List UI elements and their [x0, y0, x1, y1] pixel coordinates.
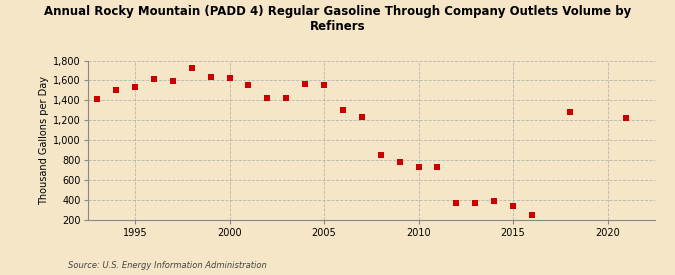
- Point: [564, 110, 575, 115]
- Point: [508, 204, 518, 208]
- Point: [243, 83, 254, 88]
- Point: [186, 66, 197, 71]
- Point: [375, 153, 386, 157]
- Point: [205, 75, 216, 79]
- Point: [451, 201, 462, 205]
- Point: [394, 160, 405, 164]
- Point: [338, 108, 348, 112]
- Point: [92, 97, 103, 101]
- Point: [356, 115, 367, 120]
- Point: [262, 96, 273, 101]
- Point: [130, 85, 140, 89]
- Point: [281, 96, 292, 101]
- Point: [319, 83, 329, 88]
- Point: [489, 199, 500, 203]
- Point: [621, 116, 632, 120]
- Y-axis label: Thousand Gallons per Day: Thousand Gallons per Day: [39, 76, 49, 205]
- Point: [300, 82, 310, 87]
- Point: [148, 77, 159, 82]
- Point: [526, 213, 537, 217]
- Point: [470, 201, 481, 205]
- Text: Annual Rocky Mountain (PADD 4) Regular Gasoline Through Company Outlets Volume b: Annual Rocky Mountain (PADD 4) Regular G…: [44, 6, 631, 34]
- Text: Source: U.S. Energy Information Administration: Source: U.S. Energy Information Administ…: [68, 260, 266, 270]
- Point: [224, 76, 235, 81]
- Point: [111, 88, 122, 93]
- Point: [432, 165, 443, 169]
- Point: [167, 79, 178, 83]
- Point: [413, 165, 424, 169]
